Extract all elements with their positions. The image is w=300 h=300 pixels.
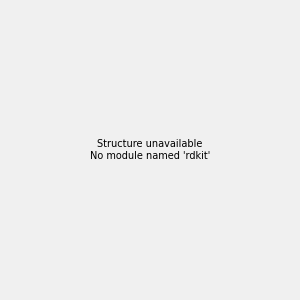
Text: Structure unavailable
No module named 'rdkit': Structure unavailable No module named 'r…: [90, 139, 210, 161]
